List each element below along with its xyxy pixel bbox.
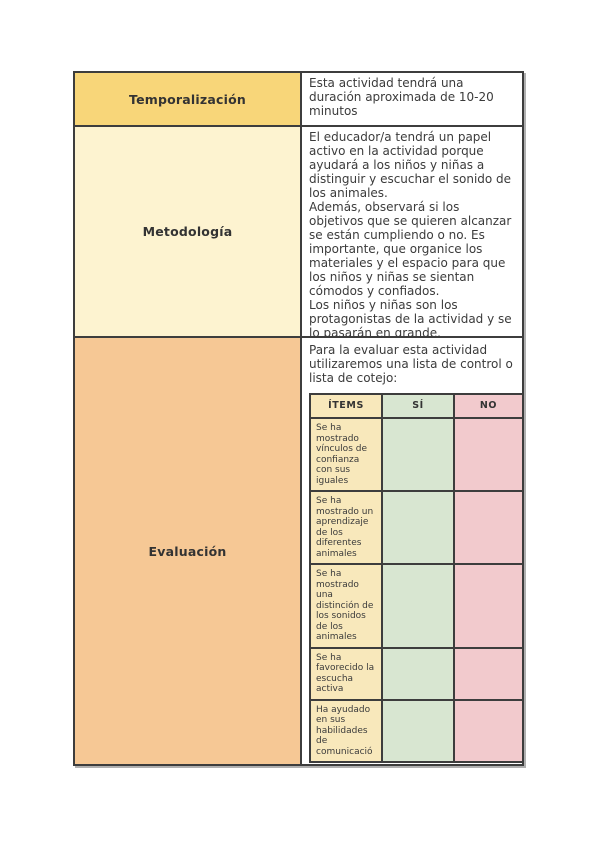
checklist-item-text: Ha ayudado en sus habilidades de comunic… bbox=[309, 698, 383, 763]
checklist-no-cell bbox=[453, 490, 522, 565]
checklist-header-no: NO bbox=[453, 393, 522, 419]
checklist-row: Ha ayudado en sus habilidades de comunic… bbox=[309, 698, 522, 763]
checklist-table: ÍTEMS SÍ NO Se ha mostrado vínculos de c… bbox=[309, 393, 522, 763]
checklist-item-text: Se ha favorecido la escucha activa bbox=[309, 646, 383, 701]
checklist-row: Se ha favorecido la escucha activa bbox=[309, 646, 522, 701]
table-row-metodologia: Metodología El educador/a tendrá un pape… bbox=[75, 125, 522, 336]
checklist-si-cell bbox=[381, 646, 455, 701]
checklist-row: Se ha mostrado un aprendizaje de los dif… bbox=[309, 490, 522, 565]
checklist-no-cell bbox=[453, 646, 522, 701]
checklist-header-row: ÍTEMS SÍ NO bbox=[309, 393, 522, 419]
temporalizacion-label-cell: Temporalización bbox=[75, 73, 302, 125]
checklist-si-cell bbox=[381, 417, 455, 492]
temporalizacion-label: Temporalización bbox=[129, 91, 246, 107]
checklist-row: Se ha mostrado una distinción de los son… bbox=[309, 563, 522, 649]
checklist-si-cell bbox=[381, 490, 455, 565]
metodologia-label: Metodología bbox=[142, 224, 233, 239]
checklist-si-cell bbox=[381, 563, 455, 649]
checklist-header-items: ÍTEMS bbox=[309, 393, 383, 419]
checklist-no-cell bbox=[453, 698, 522, 763]
evaluacion-label: Evaluación bbox=[148, 543, 227, 559]
checklist-si-cell bbox=[381, 698, 455, 763]
metodologia-label-cell: Metodología bbox=[75, 127, 302, 336]
table-row-temporalizacion: Temporalización Esta actividad tendrá un… bbox=[75, 73, 522, 125]
checklist-row: Se ha mostrado vínculos de confianza con… bbox=[309, 417, 522, 492]
temporalizacion-content: Esta actividad tendrá una duración aprox… bbox=[302, 73, 522, 125]
checklist-item-text: Se ha mostrado vínculos de confianza con… bbox=[309, 417, 383, 492]
table-row-evaluacion: Evaluación Para la evaluar esta activida… bbox=[75, 336, 522, 764]
evaluacion-label-cell: Evaluación bbox=[75, 338, 302, 764]
checklist-item-text: Se ha mostrado un aprendizaje de los dif… bbox=[309, 490, 383, 565]
activity-plan-table: Temporalización Esta actividad tendrá un… bbox=[73, 71, 524, 766]
evaluacion-content: Para la evaluar esta actividad utilizare… bbox=[302, 338, 522, 764]
checklist-header-si: SÍ bbox=[381, 393, 455, 419]
metodologia-content: El educador/a tendrá un papel activo en … bbox=[302, 127, 522, 336]
evaluacion-intro-text: Para la evaluar esta actividad utilizare… bbox=[309, 343, 513, 385]
checklist-no-cell bbox=[453, 563, 522, 649]
checklist-item-text: Se ha mostrado una distinción de los son… bbox=[309, 563, 383, 649]
checklist-no-cell bbox=[453, 417, 522, 492]
